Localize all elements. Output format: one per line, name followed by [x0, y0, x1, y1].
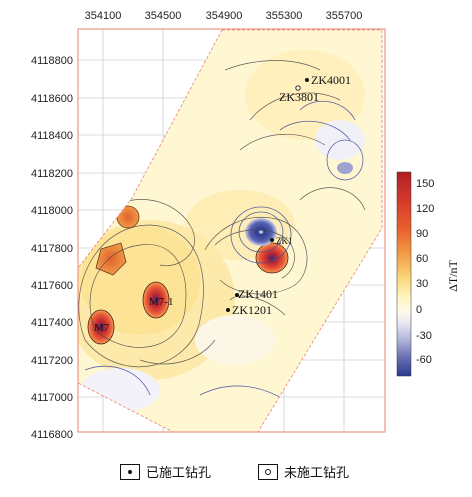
borehole-label: ZK1 — [276, 236, 293, 246]
drilled-borehole-marker — [270, 238, 274, 242]
borehole-zk1401[interactable]: ZK1401 — [235, 287, 278, 301]
borehole-label: ZK4001 — [311, 73, 351, 87]
colorbar-tick-label: 30 — [416, 278, 428, 290]
y-tick-label: 4118200 — [31, 168, 73, 180]
colorbar-tick-label: 90 — [416, 228, 428, 240]
borehole-zk1[interactable]: ZK1 — [270, 236, 293, 246]
plot-frame — [77, 28, 386, 433]
y-axis-labels: 4118800 4118600 4118400 4118200 4118000 … — [31, 55, 73, 441]
drilled-borehole-marker — [226, 308, 230, 312]
colorbar-unit-label: ΔT/nT — [446, 259, 460, 291]
y-tick-label: 4117000 — [31, 392, 73, 404]
borehole-zk3801[interactable]: ZK3801 — [279, 85, 319, 104]
anomaly-label: M7-1 — [149, 296, 173, 308]
planned-borehole-marker — [295, 85, 301, 91]
x-tick-label: 354500 — [145, 10, 182, 22]
borehole-label: ZK1401 — [238, 287, 278, 301]
y-tick-label: 4117400 — [31, 317, 73, 329]
colorbar-tick-label: -30 — [416, 330, 432, 342]
colorbar-tick-label: 120 — [416, 203, 434, 215]
legend-planned-label: 未施工钻孔 — [284, 466, 350, 481]
borehole-zk4001[interactable]: ZK4001 — [305, 73, 351, 87]
y-tick-label: 4118000 — [31, 205, 73, 217]
y-tick-label: 4118600 — [31, 93, 73, 105]
y-tick-label: 4117600 — [31, 280, 73, 292]
legend: 已施工钻孔 未施工钻孔 — [0, 462, 472, 488]
borehole-label: ZK3801 — [279, 90, 319, 104]
y-tick-label: 4117200 — [31, 355, 73, 367]
drilled-borehole-icon — [120, 463, 140, 480]
colorbar-tick-label: 60 — [416, 253, 428, 265]
x-axis-labels: 354100 354500 354900 355300 355700 — [85, 10, 363, 22]
planned-borehole-icon — [258, 463, 278, 480]
drilled-borehole-marker — [235, 293, 239, 297]
legend-drilled-label: 已施工钻孔 — [146, 466, 212, 481]
drilled-borehole-marker — [305, 78, 309, 82]
x-tick-label: 355300 — [266, 10, 303, 22]
colorbar — [396, 171, 412, 377]
colorbar-tick-label: 150 — [416, 178, 434, 190]
x-tick-label: 355700 — [326, 10, 363, 22]
borehole-label: ZK1201 — [232, 303, 272, 317]
y-tick-label: 4118800 — [31, 55, 73, 67]
y-tick-label: 4116800 — [31, 429, 73, 441]
legend-planned: 未施工钻孔 — [258, 462, 349, 481]
anomaly-label: M7 — [94, 322, 110, 334]
y-tick-label: 4118400 — [31, 130, 73, 142]
colorbar-tick-label: -60 — [416, 354, 432, 366]
legend-drilled: 已施工钻孔 — [120, 462, 211, 481]
colorbar-ticks: 150 120 90 60 30 0 -30 -60 — [416, 178, 434, 366]
colorbar-tick-label: 0 — [416, 304, 422, 316]
x-tick-label: 354900 — [206, 10, 243, 22]
borehole-zk1201[interactable]: ZK1201 — [226, 303, 272, 317]
y-tick-label: 4117800 — [31, 243, 73, 255]
x-tick-label: 354100 — [85, 10, 122, 22]
